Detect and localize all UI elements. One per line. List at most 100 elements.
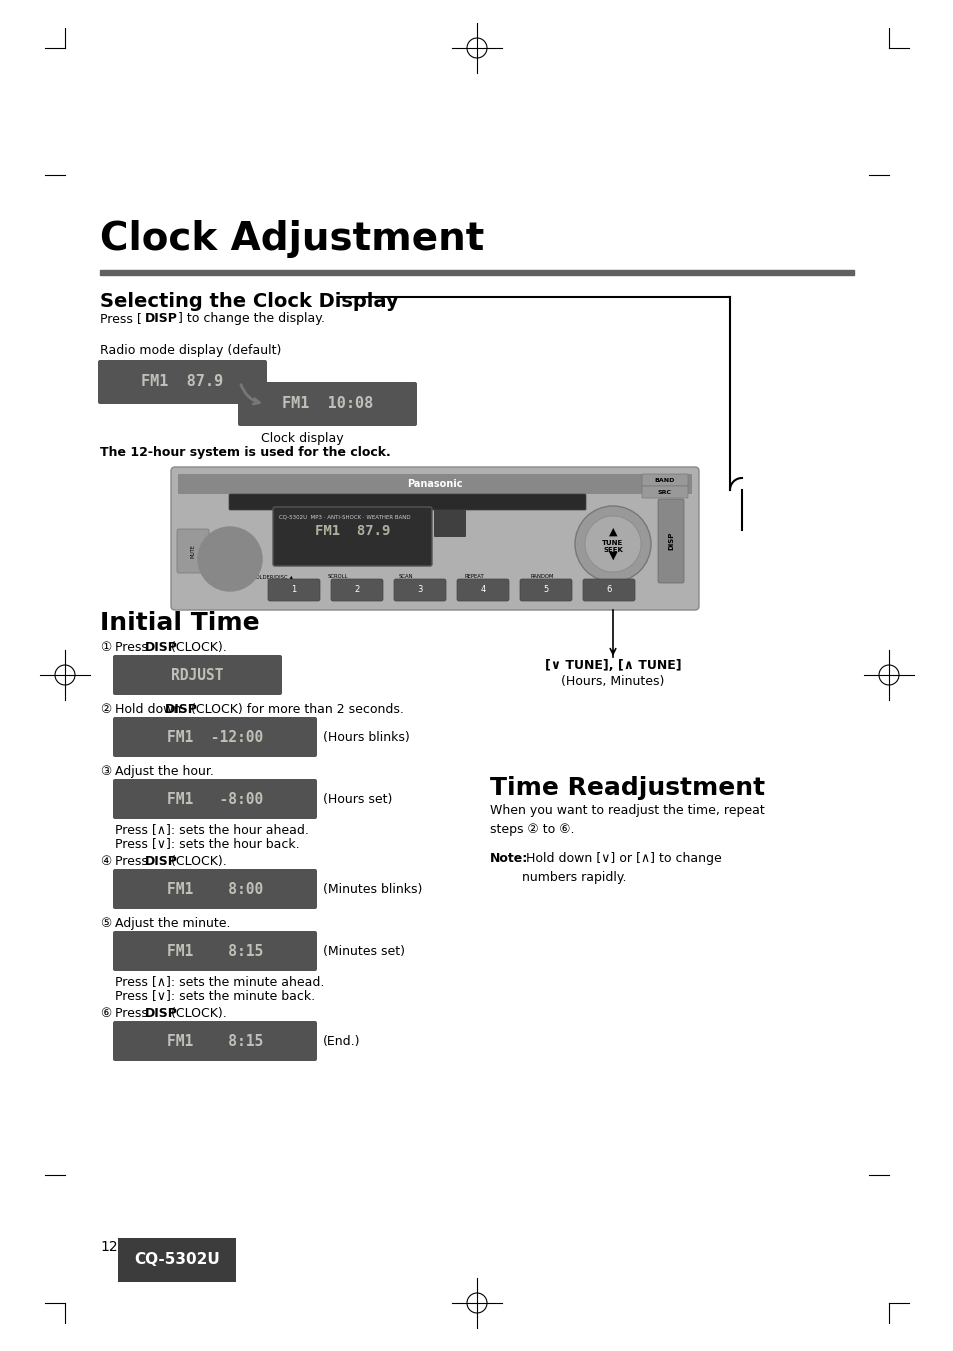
- Circle shape: [584, 516, 640, 571]
- Text: ⑥: ⑥: [100, 1006, 112, 1020]
- Text: ▼: ▼: [608, 551, 617, 561]
- Text: DISP: DISP: [145, 312, 177, 326]
- FancyBboxPatch shape: [268, 580, 319, 601]
- Text: (CLOCK) for more than 2 seconds.: (CLOCK) for more than 2 seconds.: [187, 703, 403, 716]
- FancyBboxPatch shape: [273, 507, 432, 566]
- Text: FM1   -8:00: FM1 -8:00: [167, 792, 263, 807]
- Text: Press [∧]: sets the minute ahead.: Press [∧]: sets the minute ahead.: [115, 975, 324, 988]
- Text: SRC: SRC: [658, 489, 671, 494]
- FancyBboxPatch shape: [434, 509, 465, 536]
- Text: ①: ①: [100, 640, 112, 654]
- FancyBboxPatch shape: [641, 474, 687, 486]
- Text: FM1  -12:00: FM1 -12:00: [167, 730, 263, 744]
- FancyBboxPatch shape: [112, 780, 316, 819]
- Text: Initial Time: Initial Time: [100, 611, 259, 635]
- FancyBboxPatch shape: [112, 655, 282, 694]
- Text: 3: 3: [416, 585, 422, 594]
- Text: (CLOCK).: (CLOCK).: [167, 1006, 227, 1020]
- Circle shape: [575, 507, 650, 582]
- Text: FM1  87.9: FM1 87.9: [141, 374, 223, 389]
- Circle shape: [206, 535, 253, 584]
- FancyBboxPatch shape: [582, 580, 635, 601]
- FancyBboxPatch shape: [118, 1238, 235, 1282]
- Text: ③: ③: [100, 765, 112, 778]
- Text: DISP: DISP: [145, 640, 177, 654]
- Text: 4: 4: [480, 585, 485, 594]
- Text: (Minutes set): (Minutes set): [323, 944, 405, 958]
- Text: ] to change the display.: ] to change the display.: [178, 312, 325, 326]
- Text: (End.): (End.): [323, 1035, 360, 1047]
- Text: Press: Press: [115, 855, 152, 867]
- FancyBboxPatch shape: [171, 467, 699, 611]
- Text: Press: Press: [115, 1006, 152, 1020]
- Text: ④: ④: [100, 855, 112, 867]
- Text: ⑤: ⑤: [100, 917, 112, 929]
- FancyBboxPatch shape: [112, 869, 316, 909]
- Text: (CLOCK).: (CLOCK).: [167, 855, 227, 867]
- FancyBboxPatch shape: [394, 580, 446, 601]
- Text: CQ-5302U  MP3 · ANTI-SHOCK · WEATHER BAND: CQ-5302U MP3 · ANTI-SHOCK · WEATHER BAND: [278, 515, 410, 520]
- Text: Press [∨]: sets the minute back.: Press [∨]: sets the minute back.: [115, 989, 314, 1002]
- FancyBboxPatch shape: [641, 486, 687, 499]
- FancyBboxPatch shape: [456, 580, 509, 601]
- FancyBboxPatch shape: [112, 717, 316, 757]
- Text: BAND: BAND: [654, 477, 675, 482]
- FancyBboxPatch shape: [112, 1021, 316, 1061]
- Text: (Hours, Minutes): (Hours, Minutes): [560, 676, 664, 688]
- Text: DISP: DISP: [165, 703, 197, 716]
- Text: Clock display: Clock display: [260, 432, 343, 444]
- Text: Press [∧]: sets the hour ahead.: Press [∧]: sets the hour ahead.: [115, 823, 309, 836]
- FancyBboxPatch shape: [112, 931, 316, 971]
- Text: The 12-hour system is used for the clock.: The 12-hour system is used for the clock…: [100, 446, 391, 459]
- FancyBboxPatch shape: [177, 530, 209, 573]
- Text: REPEAT: REPEAT: [464, 574, 483, 580]
- Text: TUNE: TUNE: [601, 540, 623, 546]
- Text: ▲: ▲: [608, 527, 617, 536]
- Text: Adjust the minute.: Adjust the minute.: [115, 917, 231, 929]
- Text: DISP: DISP: [145, 1006, 177, 1020]
- Text: RANDOM: RANDOM: [530, 574, 553, 580]
- Circle shape: [222, 551, 237, 567]
- Text: Press: Press: [115, 640, 152, 654]
- Text: When you want to readjust the time, repeat
steps ② to ⑥.: When you want to readjust the time, repe…: [490, 804, 764, 836]
- FancyBboxPatch shape: [331, 580, 382, 601]
- Text: DISP: DISP: [145, 855, 177, 867]
- Text: Hold down [∨] or [∧] to change
numbers rapidly.: Hold down [∨] or [∧] to change numbers r…: [521, 852, 721, 884]
- FancyBboxPatch shape: [519, 580, 572, 601]
- Text: ▼ FOLDER/DISC ▲: ▼ FOLDER/DISC ▲: [247, 574, 293, 580]
- Text: (Hours blinks): (Hours blinks): [323, 731, 410, 743]
- FancyBboxPatch shape: [229, 494, 585, 509]
- Text: 12: 12: [100, 1240, 117, 1254]
- Text: Time Readjustment: Time Readjustment: [490, 775, 764, 800]
- Text: Panasonic: Panasonic: [407, 480, 462, 489]
- Text: Adjust the hour.: Adjust the hour.: [115, 765, 213, 778]
- Text: DISP: DISP: [667, 532, 673, 550]
- Text: Clock Adjustment: Clock Adjustment: [100, 220, 484, 258]
- Text: (Minutes blinks): (Minutes blinks): [323, 882, 422, 896]
- Text: Hold down: Hold down: [115, 703, 185, 716]
- Bar: [100, 270, 853, 276]
- Text: RDJUST: RDJUST: [172, 667, 224, 682]
- Text: 6: 6: [606, 585, 611, 594]
- FancyBboxPatch shape: [658, 499, 683, 584]
- Circle shape: [198, 527, 262, 590]
- Text: Press [: Press [: [100, 312, 142, 326]
- Text: [∨ TUNE], [∧ TUNE]: [∨ TUNE], [∧ TUNE]: [544, 659, 680, 671]
- Text: FM1  87.9: FM1 87.9: [314, 524, 390, 538]
- Text: MUTE: MUTE: [191, 544, 195, 558]
- Text: SCROLL: SCROLL: [328, 574, 348, 580]
- Text: FM1    8:15: FM1 8:15: [167, 1034, 263, 1048]
- Text: Note:: Note:: [490, 852, 528, 865]
- Text: Press [∨]: sets the hour back.: Press [∨]: sets the hour back.: [115, 838, 299, 850]
- Text: SCAN: SCAN: [398, 574, 413, 580]
- Text: Radio mode display (default): Radio mode display (default): [100, 345, 281, 357]
- Text: Selecting the Clock Display: Selecting the Clock Display: [100, 292, 398, 311]
- Text: ②: ②: [100, 703, 112, 716]
- Circle shape: [213, 543, 246, 576]
- Text: CQ-5302U: CQ-5302U: [134, 1252, 219, 1267]
- Text: 2: 2: [354, 585, 359, 594]
- Text: 1: 1: [291, 585, 296, 594]
- Text: FM1    8:15: FM1 8:15: [167, 943, 263, 958]
- FancyBboxPatch shape: [178, 474, 691, 494]
- FancyBboxPatch shape: [237, 382, 416, 426]
